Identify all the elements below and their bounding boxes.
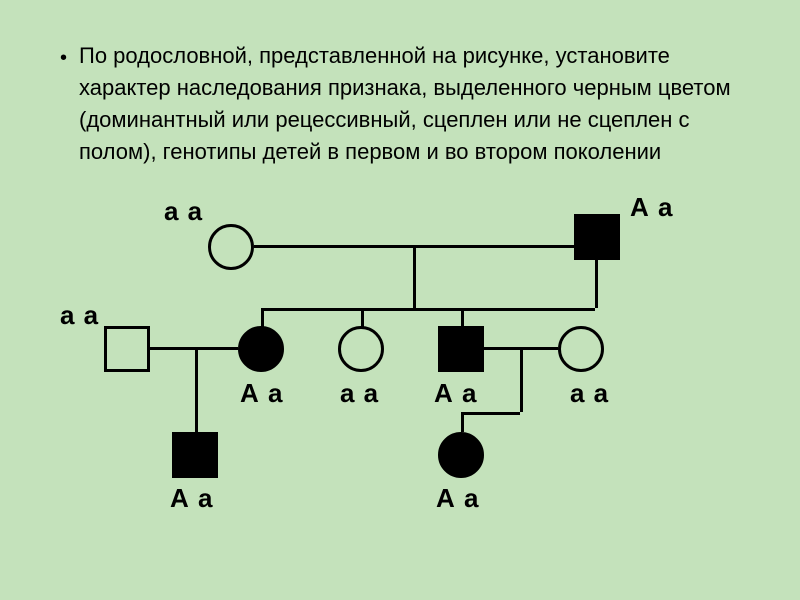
genotype-label: а а: [340, 378, 379, 409]
genotype-label: А а: [170, 483, 213, 514]
connector-line: [413, 245, 416, 308]
genotype-label: А а: [434, 378, 477, 409]
connector-line: [461, 308, 464, 328]
genotype-label: а а: [570, 378, 609, 409]
connector-line: [150, 347, 238, 350]
pedigree-female-affected: [238, 326, 284, 372]
pedigree-female: [208, 224, 254, 270]
connector-line: [261, 308, 264, 328]
pedigree-male-affected: [438, 326, 484, 372]
connector-line: [361, 308, 364, 328]
genotype-label: А а: [630, 192, 673, 223]
pedigree-female: [338, 326, 384, 372]
pedigree-male-affected: [574, 214, 620, 260]
connector-line: [413, 308, 595, 311]
connector-line: [520, 347, 523, 412]
pedigree-female: [558, 326, 604, 372]
slide-content: • По родословной, представленной на рису…: [0, 0, 800, 528]
task-text: По родословной, представленной на рисунк…: [79, 40, 740, 168]
bullet-paragraph: • По родословной, представленной на рису…: [60, 40, 740, 168]
pedigree-female-affected: [438, 432, 484, 478]
genotype-label: А а: [436, 483, 479, 514]
genotype-label: а а: [164, 196, 203, 227]
connector-line: [461, 412, 520, 415]
pedigree-male-affected: [172, 432, 218, 478]
connector-line: [461, 412, 464, 432]
genotype-label: а а: [60, 300, 99, 331]
connector-line: [195, 347, 198, 432]
bullet-icon: •: [60, 44, 67, 72]
pedigree-male: [104, 326, 150, 372]
genotype-label: А а: [240, 378, 283, 409]
pedigree-diagram: а аА аа аА аа аА аа аА аА а: [60, 188, 740, 508]
